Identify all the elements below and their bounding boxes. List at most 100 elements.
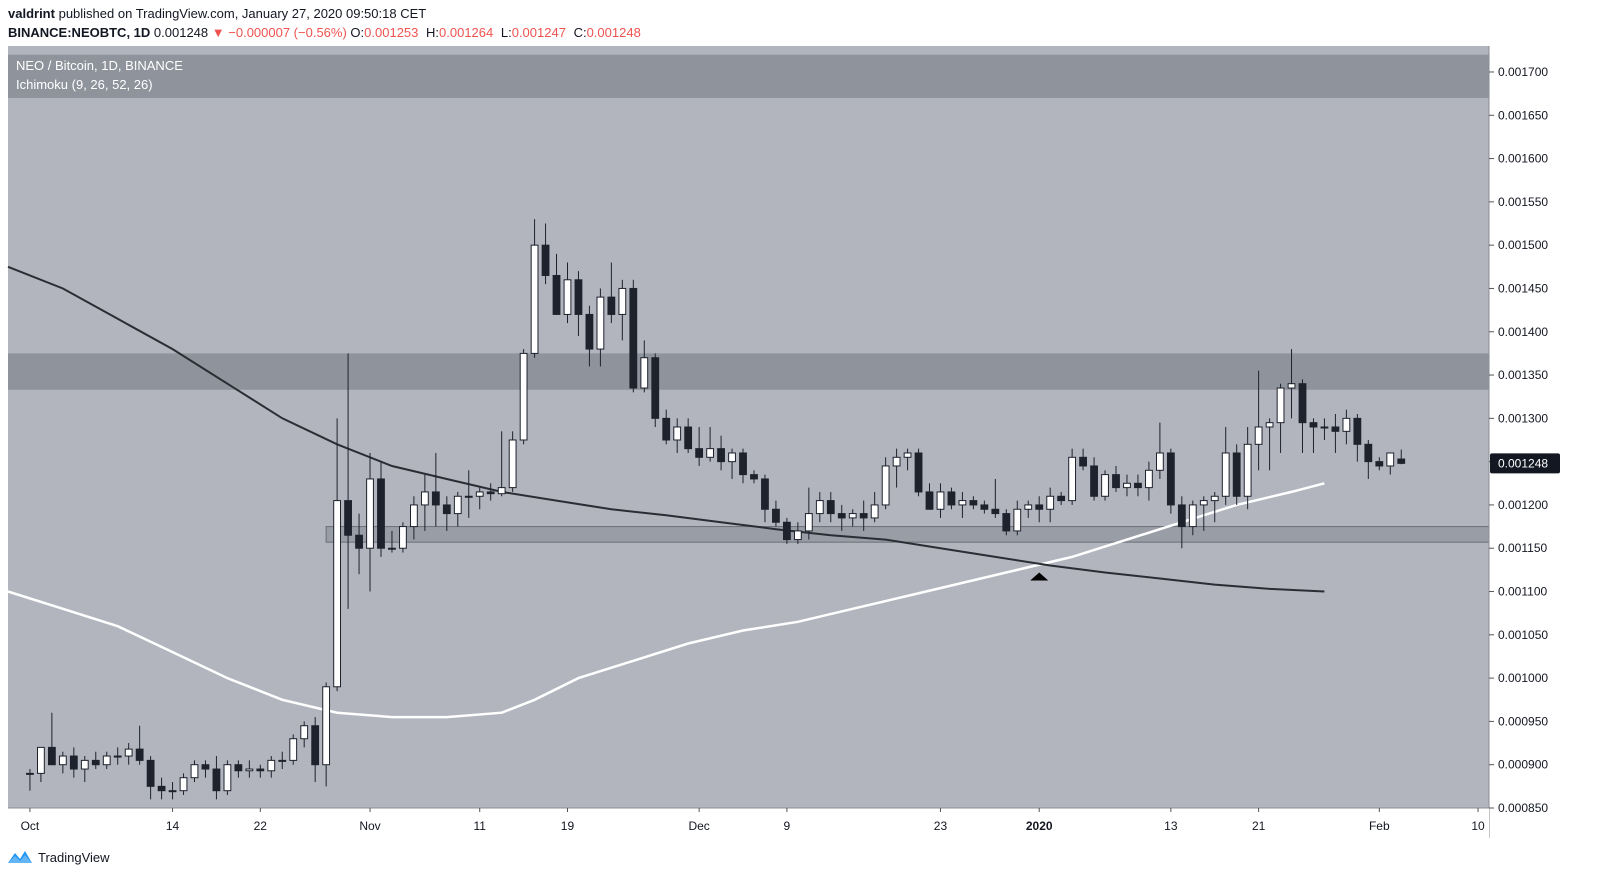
candle[interactable]: [728, 448, 736, 479]
candle[interactable]: [1232, 444, 1241, 505]
candle[interactable]: [508, 431, 517, 492]
candle[interactable]: [431, 452, 440, 527]
candle[interactable]: [717, 435, 725, 471]
candle[interactable]: [410, 496, 418, 540]
candle[interactable]: [69, 747, 78, 778]
candle[interactable]: [596, 288, 605, 367]
candle[interactable]: [914, 448, 923, 497]
candle[interactable]: [673, 418, 682, 453]
candle[interactable]: [815, 491, 824, 523]
candle[interactable]: [1243, 427, 1252, 510]
candle[interactable]: [179, 773, 188, 796]
author-name[interactable]: valdrint: [8, 6, 55, 21]
candle[interactable]: [453, 491, 462, 527]
candle[interactable]: [519, 349, 528, 445]
candle[interactable]: [1101, 470, 1109, 501]
candle[interactable]: [1134, 474, 1142, 497]
candle[interactable]: [585, 305, 594, 367]
candle[interactable]: [1123, 474, 1131, 497]
tradingview-logo-icon[interactable]: [6, 848, 34, 866]
candle[interactable]: [420, 474, 429, 531]
candle[interactable]: [47, 712, 56, 766]
candle[interactable]: [1386, 452, 1395, 475]
candle[interactable]: [168, 782, 177, 800]
candle[interactable]: [695, 427, 704, 466]
candle[interactable]: [1309, 418, 1318, 453]
candle[interactable]: [1254, 370, 1263, 471]
candle[interactable]: [58, 751, 67, 774]
candle[interactable]: [1364, 439, 1373, 479]
candle[interactable]: [190, 760, 199, 783]
candle[interactable]: [1199, 496, 1208, 531]
candle[interactable]: [870, 491, 879, 523]
candle[interactable]: [124, 743, 133, 765]
candle[interactable]: [958, 491, 967, 518]
candle[interactable]: [980, 500, 989, 514]
candle[interactable]: [1177, 496, 1186, 549]
candle[interactable]: [344, 353, 352, 609]
plot-background[interactable]: [8, 46, 1489, 808]
candle[interactable]: [684, 418, 693, 453]
candle[interactable]: [859, 500, 868, 531]
candle[interactable]: [377, 461, 385, 557]
candle[interactable]: [892, 448, 901, 488]
candle[interactable]: [1024, 500, 1033, 518]
candle[interactable]: [1397, 449, 1406, 465]
candle[interactable]: [782, 517, 791, 544]
candle[interactable]: [300, 721, 309, 748]
candle[interactable]: [388, 530, 396, 553]
candle[interactable]: [1265, 418, 1274, 471]
candle[interactable]: [618, 279, 627, 341]
candle[interactable]: [1331, 414, 1340, 453]
candle[interactable]: [903, 448, 912, 471]
candle[interactable]: [113, 747, 122, 765]
candle[interactable]: [1210, 491, 1219, 523]
candle[interactable]: [201, 760, 210, 778]
candle[interactable]: [739, 448, 747, 484]
candle[interactable]: [256, 764, 265, 778]
candle[interactable]: [1298, 379, 1307, 453]
price-axis[interactable]: [1489, 46, 1597, 838]
candle[interactable]: [91, 751, 100, 770]
candle[interactable]: [837, 504, 846, 531]
candle[interactable]: [135, 725, 144, 765]
candle[interactable]: [1079, 448, 1087, 471]
candle[interactable]: [1287, 349, 1296, 419]
candle[interactable]: [1221, 427, 1230, 505]
price-chart[interactable]: 0.001700 0.001650 0.001600 0.001550 0.001500…: [0, 46, 1597, 838]
candle[interactable]: [541, 223, 550, 285]
candle[interactable]: [146, 756, 155, 800]
candle[interactable]: [366, 452, 374, 592]
candle[interactable]: [706, 427, 715, 462]
candle[interactable]: [442, 496, 451, 531]
candle[interactable]: [1320, 418, 1329, 440]
chart-container[interactable]: 0.001700 0.001650 0.001600 0.001550 0.001500…: [0, 46, 1597, 843]
candle[interactable]: [936, 483, 945, 518]
candle[interactable]: [848, 509, 857, 527]
candle[interactable]: [1188, 500, 1197, 536]
candle[interactable]: [37, 746, 45, 783]
candle[interactable]: [607, 262, 616, 324]
candle[interactable]: [1145, 461, 1153, 501]
candle[interactable]: [234, 760, 243, 778]
candle[interactable]: [1013, 500, 1022, 536]
candle[interactable]: [1166, 448, 1175, 514]
candle[interactable]: [355, 513, 363, 575]
candle[interactable]: [804, 487, 813, 540]
candle[interactable]: [1342, 409, 1351, 445]
candle[interactable]: [969, 496, 978, 510]
candle[interactable]: [552, 253, 561, 315]
candle[interactable]: [26, 769, 34, 791]
candle[interactable]: [333, 418, 342, 692]
candle[interactable]: [640, 340, 649, 393]
candle[interactable]: [761, 474, 769, 523]
candle[interactable]: [102, 751, 111, 770]
candle[interactable]: [1068, 448, 1077, 505]
candle[interactable]: [475, 487, 484, 510]
candle[interactable]: [1375, 457, 1384, 471]
candle[interactable]: [212, 756, 221, 800]
candle[interactable]: [793, 522, 802, 544]
candle[interactable]: [563, 262, 572, 324]
candle[interactable]: [278, 751, 287, 770]
candle[interactable]: [289, 734, 298, 765]
